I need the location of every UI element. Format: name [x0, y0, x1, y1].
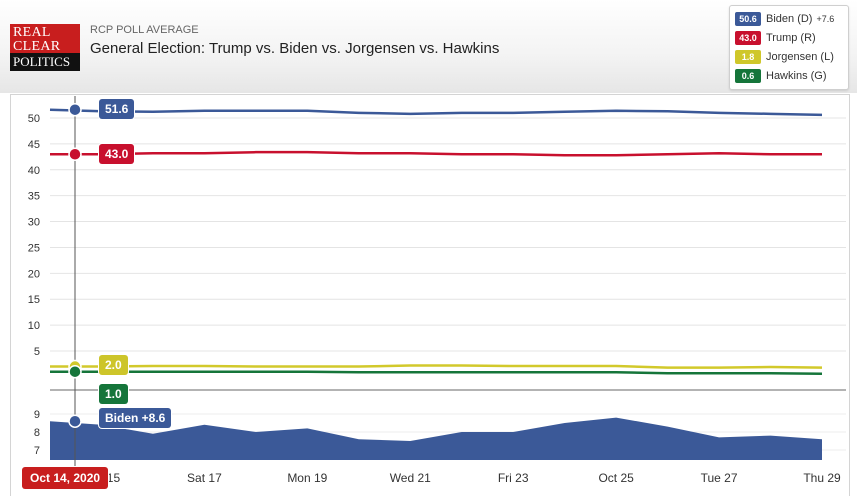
page-title: General Election: Trump vs. Biden vs. Jo…: [90, 40, 500, 57]
hover-dot-hawkins: [68, 364, 82, 379]
hover-label-biden: 51.6: [99, 98, 135, 119]
poll-average-kicker: RCP POLL AVERAGE: [90, 24, 199, 36]
x-tick-label: Thu 29: [803, 471, 841, 485]
hover-dot-biden: [68, 102, 82, 117]
spread-y-tick-label: 7: [34, 445, 40, 457]
hover-label-spread: Biden +8.6: [99, 408, 172, 429]
legend-badge-biden: 50.6: [735, 12, 761, 26]
y-tick-label: 35: [28, 191, 40, 203]
series-line-biden: [49, 108, 823, 117]
x-tick-label: Mon 19: [287, 471, 327, 485]
legend-item-jorgensen[interactable]: 1.8 Jorgensen (L): [735, 49, 834, 65]
hover-label-hawkins: 1.0: [99, 383, 128, 404]
spread-y-tick-label: 8: [34, 427, 40, 439]
y-tick-label: 15: [28, 294, 40, 306]
y-tick-label: 50: [28, 113, 40, 125]
x-tick-label: Tue 27: [701, 471, 738, 485]
legend-badge-hawkins: 0.6: [735, 69, 761, 83]
hover-label-trump: 43.0: [99, 144, 135, 165]
chart-legend: 50.6 Biden (D) +7.6 43.0 Trump (R) 1.8 J…: [729, 5, 849, 90]
legend-item-trump[interactable]: 43.0 Trump (R): [735, 30, 816, 46]
x-tick-label: Fri 23: [498, 471, 529, 485]
spread-area: [50, 417, 822, 460]
legend-badge-jorgensen: 1.8: [735, 50, 761, 64]
legend-badge-trump: 43.0: [735, 31, 761, 45]
series-line-hawkins: [50, 370, 823, 376]
y-tick-label: 10: [28, 320, 40, 332]
y-tick-label: 20: [28, 268, 40, 280]
chart-frame: [10, 94, 850, 496]
y-tick-label: 30: [28, 217, 40, 229]
hover-date-label: Oct 14, 2020: [22, 467, 109, 489]
header-bar: REAL CLEAR POLITICS RCP POLL AVERAGE Gen…: [0, 0, 857, 93]
legend-name-trump: Trump (R): [766, 32, 816, 44]
legend-name-biden: Biden (D): [766, 13, 813, 25]
series-line-jorgensen: [50, 364, 823, 369]
legend-item-hawkins[interactable]: 0.6 Hawkins (G): [735, 68, 827, 84]
x-tick-label: Wed 21: [390, 471, 431, 485]
hover-dot-spread: [68, 414, 82, 428]
y-tick-label: 5: [34, 346, 40, 358]
logo-line-1: REAL: [13, 25, 51, 40]
logo-red-block: [10, 24, 80, 53]
y-tick-label: 40: [28, 165, 40, 177]
rcp-logo[interactable]: REAL CLEAR POLITICS: [10, 24, 80, 71]
legend-item-biden[interactable]: 50.6 Biden (D) +7.6: [735, 11, 834, 27]
x-tick-label: Oct 25: [598, 471, 634, 485]
spread-y-tick-label: 9: [34, 409, 40, 421]
hover-dot-trump: [68, 147, 82, 161]
logo-line-2: CLEAR: [13, 39, 61, 54]
legend-name-hawkins: Hawkins (G): [766, 70, 827, 82]
y-tick-label: 45: [28, 139, 40, 151]
logo-line-3: POLITICS: [13, 54, 71, 69]
legend-spread-biden: +7.6: [816, 14, 835, 24]
x-tick-label: Sat 17: [187, 471, 222, 485]
y-tick-label: 25: [28, 242, 40, 254]
legend-name-jorgensen: Jorgensen (L): [766, 51, 834, 63]
series-line-trump: [50, 150, 822, 157]
hover-label-jorgensen: 2.0: [99, 354, 128, 375]
